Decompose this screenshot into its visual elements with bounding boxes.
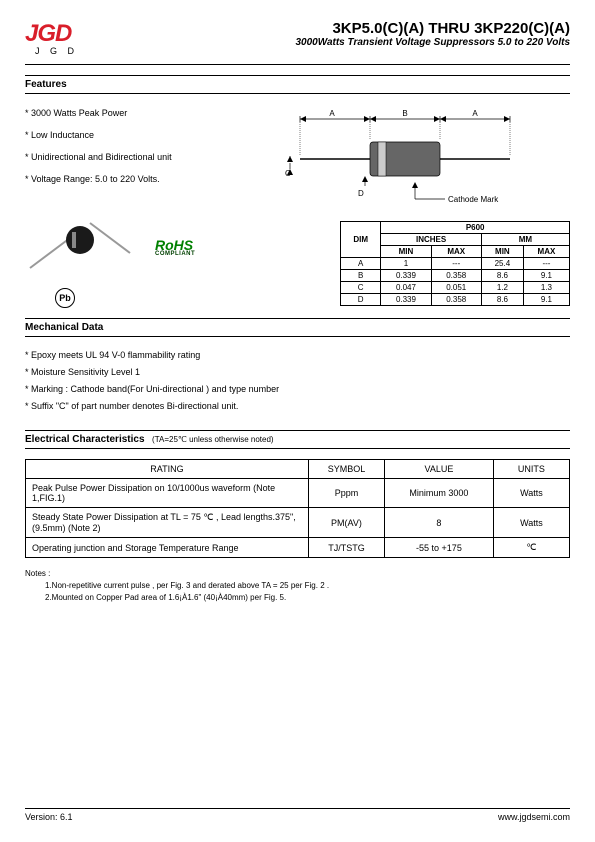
version-text: Version: 6.1: [25, 812, 73, 822]
features-right: A B A C D Cathode Mark: [270, 104, 570, 308]
features-left: * 3000 Watts Peak Power * Low Inductance…: [25, 104, 270, 308]
cathode-label: Cathode Mark: [448, 195, 499, 204]
symbol-header: SYMBOL: [308, 460, 384, 479]
main-title: 3KP5.0(C)(A) THRU 3KP220(C)(A): [90, 20, 570, 37]
rohs-text: RoHS: [155, 239, 195, 252]
rating-header: RATING: [26, 460, 309, 479]
notes-section: Notes : 1.Non-repetitive current pulse ,…: [25, 568, 570, 604]
min-header: MIN: [381, 246, 431, 258]
feature-item: * Voltage Range: 5.0 to 220 Volts.: [25, 170, 270, 188]
pb-badge: Pb: [55, 288, 75, 308]
features-list: * 3000 Watts Peak Power * Low Inductance…: [25, 104, 270, 188]
table-row: A1---25.4---: [341, 258, 570, 270]
logo-text: JGD: [25, 20, 90, 48]
pkg-header: P600: [381, 222, 570, 234]
footer: Version: 6.1 www.jgdsemi.com: [25, 808, 570, 822]
table-row: Peak Pulse Power Dissipation on 10/1000u…: [26, 479, 570, 508]
header: JGD J G D 3KP5.0(C)(A) THRU 3KP220(C)(A)…: [25, 20, 570, 56]
table-row: D0.3390.3588.69.1: [341, 294, 570, 306]
footer-url: www.jgdsemi.com: [498, 812, 570, 822]
rohs-sub: COMPLIANT: [155, 251, 195, 257]
features-row: * 3000 Watts Peak Power * Low Inductance…: [25, 104, 570, 308]
feature-item: * 3000 Watts Peak Power: [25, 104, 270, 122]
feature-item: * Low Inductance: [25, 126, 270, 144]
note-item: 2.Mounted on Copper Pad area of 1.6¡À1.6…: [25, 592, 570, 604]
rohs-badge: RoHS COMPLIANT: [155, 239, 195, 258]
min-header: MIN: [481, 246, 523, 258]
dimension-table: DIM P600 INCHES MM MIN MAX MIN MAX A1---…: [340, 221, 570, 306]
dim-a-label: A: [330, 109, 336, 118]
table-row: B0.3390.3588.69.1: [341, 270, 570, 282]
table-row: Operating junction and Storage Temperatu…: [26, 538, 570, 558]
table-row: C0.0470.0511.21.3: [341, 282, 570, 294]
max-header: MAX: [431, 246, 481, 258]
features-heading: Features: [25, 75, 570, 94]
electrical-heading: Electrical Characteristics: [25, 434, 145, 445]
mm-header: MM: [481, 234, 569, 246]
title-area: 3KP5.0(C)(A) THRU 3KP220(C)(A) 3000Watts…: [90, 20, 570, 48]
note-item: 1.Non-repetitive current pulse , per Fig…: [25, 580, 570, 592]
diode-photo-icon: [25, 218, 135, 278]
units-header: UNITS: [493, 460, 569, 479]
divider: [25, 64, 570, 65]
dim-a2-label: A: [473, 109, 479, 118]
dim-b-label: B: [403, 109, 408, 118]
mech-item: * Suffix "C" of part number denotes Bi-d…: [25, 398, 570, 415]
mechanical-heading: Mechanical Data: [25, 318, 570, 337]
electrical-table: RATING SYMBOL VALUE UNITS Peak Pulse Pow…: [25, 459, 570, 558]
electrical-note: (TA=25℃ unless otherwise noted): [152, 435, 274, 444]
dim-d-label: D: [358, 189, 364, 198]
notes-title: Notes :: [25, 568, 570, 580]
subtitle: 3000Watts Transient Voltage Suppressors …: [90, 37, 570, 48]
dim-header: DIM: [341, 222, 381, 258]
table-row: Steady State Power Dissipation at TL = 7…: [26, 508, 570, 538]
max-header: MAX: [523, 246, 569, 258]
component-image: RoHS COMPLIANT: [25, 218, 270, 278]
mechanical-list: * Epoxy meets UL 94 V-0 flammability rat…: [25, 347, 570, 415]
electrical-heading-wrap: Electrical Characteristics (TA=25℃ unles…: [25, 430, 570, 449]
logo-sub: J G D: [35, 46, 90, 56]
value-header: VALUE: [385, 460, 494, 479]
feature-item: * Unidirectional and Bidirectional unit: [25, 148, 270, 166]
mech-item: * Marking : Cathode band(For Uni-directi…: [25, 381, 570, 398]
dimension-diagram: A B A C D Cathode Mark: [270, 104, 530, 204]
mech-item: * Epoxy meets UL 94 V-0 flammability rat…: [25, 347, 570, 364]
mech-item: * Moisture Sensitivity Level 1: [25, 364, 570, 381]
logo: JGD J G D: [25, 20, 90, 56]
inches-header: INCHES: [381, 234, 482, 246]
